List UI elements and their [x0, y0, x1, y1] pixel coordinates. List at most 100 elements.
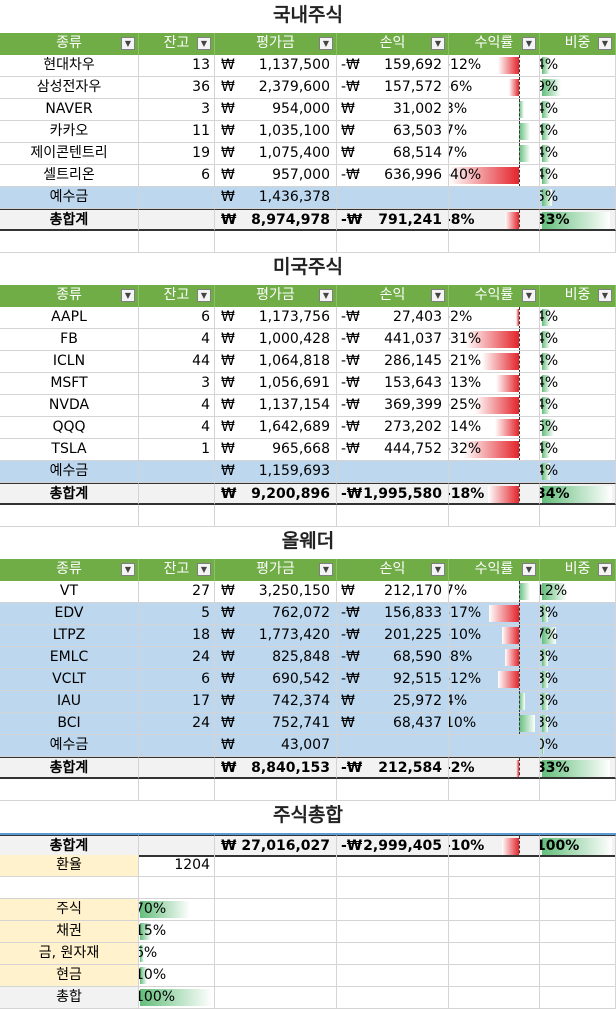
total-value-cell[interactable]: ₩9,200,896: [215, 483, 337, 505]
valuation-cell[interactable]: ₩3,250,150: [215, 581, 337, 603]
cash-value-cell[interactable]: ₩1,159,693: [215, 461, 337, 483]
empty-cell[interactable]: [449, 505, 540, 527]
ticker-cell[interactable]: 현대차우: [0, 55, 139, 77]
total-weight-cell[interactable]: 33%: [540, 757, 616, 779]
cash-value-cell[interactable]: ₩1,436,378: [215, 187, 337, 209]
valuation-cell[interactable]: ₩1,000,428: [215, 329, 337, 351]
return-cell[interactable]: 7%: [449, 581, 540, 603]
return-cell[interactable]: -8%: [449, 647, 540, 669]
profit-loss-cell[interactable]: -₩ 27,403: [337, 307, 449, 329]
quantity-cell[interactable]: 17: [139, 691, 215, 713]
empty-cell[interactable]: [139, 735, 215, 757]
quantity-cell[interactable]: 11: [139, 121, 215, 143]
empty-cell[interactable]: [215, 943, 337, 965]
valuation-cell[interactable]: ₩1,056,691: [215, 373, 337, 395]
empty-cell[interactable]: [139, 779, 215, 801]
ticker-cell[interactable]: BCI: [0, 713, 139, 735]
empty-cell[interactable]: [337, 943, 449, 965]
empty-cell[interactable]: [540, 779, 616, 801]
valuation-cell[interactable]: ₩742,374: [215, 691, 337, 713]
quantity-cell[interactable]: 3: [139, 373, 215, 395]
weight-cell[interactable]: 4%: [540, 373, 616, 395]
return-cell[interactable]: 7%: [449, 143, 540, 165]
weight-cell[interactable]: 3%: [540, 603, 616, 625]
weight-cell[interactable]: 4%: [540, 99, 616, 121]
empty-cell[interactable]: [540, 921, 616, 943]
grand-total-profit-loss-cell[interactable]: -₩ 2,999,405: [337, 835, 449, 857]
filter-dropdown-icon[interactable]: ▼: [121, 37, 135, 50]
total-value-cell[interactable]: ₩8,974,978: [215, 209, 337, 231]
column-header[interactable]: 잔고 ▼: [139, 285, 215, 307]
return-cell[interactable]: -10%: [449, 625, 540, 647]
empty-cell[interactable]: [337, 187, 449, 209]
quantity-cell[interactable]: 18: [139, 625, 215, 647]
ticker-cell[interactable]: IAU: [0, 691, 139, 713]
ticker-cell[interactable]: VT: [0, 581, 139, 603]
empty-cell[interactable]: [215, 965, 337, 987]
empty-cell[interactable]: [215, 877, 337, 899]
filter-dropdown-icon[interactable]: ▼: [522, 563, 536, 576]
return-cell[interactable]: 3%: [449, 99, 540, 121]
empty-cell[interactable]: [540, 505, 616, 527]
filter-dropdown-icon[interactable]: ▼: [319, 289, 333, 302]
weight-cell[interactable]: 4%: [540, 165, 616, 187]
total-return-cell[interactable]: -18%: [449, 483, 540, 505]
profit-loss-cell[interactable]: -₩ 68,590: [337, 647, 449, 669]
quantity-cell[interactable]: 27: [139, 581, 215, 603]
empty-cell[interactable]: [0, 505, 139, 527]
quantity-cell[interactable]: 44: [139, 351, 215, 373]
ticker-cell[interactable]: 삼성전자우: [0, 77, 139, 99]
empty-cell[interactable]: [337, 505, 449, 527]
total-return-cell[interactable]: -2%: [449, 757, 540, 779]
weight-cell[interactable]: 6%: [540, 417, 616, 439]
quantity-cell[interactable]: 6: [139, 165, 215, 187]
filter-dropdown-icon[interactable]: ▼: [197, 289, 211, 302]
column-header[interactable]: 비중 ▼: [540, 33, 616, 55]
valuation-cell[interactable]: ₩1,173,756: [215, 307, 337, 329]
empty-cell[interactable]: [139, 461, 215, 483]
empty-cell[interactable]: [449, 965, 540, 987]
empty-cell[interactable]: [337, 987, 449, 1009]
column-header[interactable]: 손익 ▼: [337, 285, 449, 307]
column-header[interactable]: 수익률 ▼: [449, 33, 540, 55]
empty-cell[interactable]: [337, 965, 449, 987]
quantity-cell[interactable]: 6: [139, 307, 215, 329]
fx-value-cell[interactable]: 1204: [139, 855, 215, 877]
profit-loss-cell[interactable]: -₩ 92,515: [337, 669, 449, 691]
return-cell[interactable]: -13%: [449, 373, 540, 395]
quantity-cell[interactable]: 24: [139, 647, 215, 669]
weight-cell[interactable]: 3%: [540, 713, 616, 735]
profit-loss-cell[interactable]: -₩ 444,752: [337, 439, 449, 461]
cash-weight-cell[interactable]: 0%: [540, 735, 616, 757]
valuation-cell[interactable]: ₩965,668: [215, 439, 337, 461]
weight-cell[interactable]: 4%: [540, 143, 616, 165]
ticker-cell[interactable]: EDV: [0, 603, 139, 625]
quantity-cell[interactable]: 19: [139, 143, 215, 165]
empty-cell[interactable]: [215, 921, 337, 943]
weight-cell[interactable]: 12%: [540, 581, 616, 603]
profit-loss-cell[interactable]: -₩ 153,643: [337, 373, 449, 395]
profit-loss-cell[interactable]: ₩68,514: [337, 143, 449, 165]
empty-cell[interactable]: [215, 987, 337, 1009]
return-cell[interactable]: -14%: [449, 417, 540, 439]
valuation-cell[interactable]: ₩1,642,689: [215, 417, 337, 439]
profit-loss-cell[interactable]: -₩ 273,202: [337, 417, 449, 439]
empty-cell[interactable]: [540, 899, 616, 921]
column-header[interactable]: 비중 ▼: [540, 559, 616, 581]
column-header[interactable]: 손익 ▼: [337, 559, 449, 581]
return-cell[interactable]: -2%: [449, 307, 540, 329]
profit-loss-cell[interactable]: ₩63,503: [337, 121, 449, 143]
weight-cell[interactable]: 7%: [540, 625, 616, 647]
ticker-cell[interactable]: ICLN: [0, 351, 139, 373]
quantity-cell[interactable]: 4: [139, 329, 215, 351]
empty-cell[interactable]: [139, 835, 215, 857]
column-header[interactable]: 수익률 ▼: [449, 559, 540, 581]
total-profit-loss-cell[interactable]: -₩ 1,995,580: [337, 483, 449, 505]
filter-dropdown-icon[interactable]: ▼: [197, 37, 211, 50]
column-header[interactable]: 종류 ▼: [0, 285, 139, 307]
weight-cell[interactable]: 4%: [540, 395, 616, 417]
weight-cell[interactable]: 4%: [540, 55, 616, 77]
empty-cell[interactable]: [0, 877, 139, 899]
column-header[interactable]: 잔고 ▼: [139, 559, 215, 581]
quantity-cell[interactable]: 36: [139, 77, 215, 99]
